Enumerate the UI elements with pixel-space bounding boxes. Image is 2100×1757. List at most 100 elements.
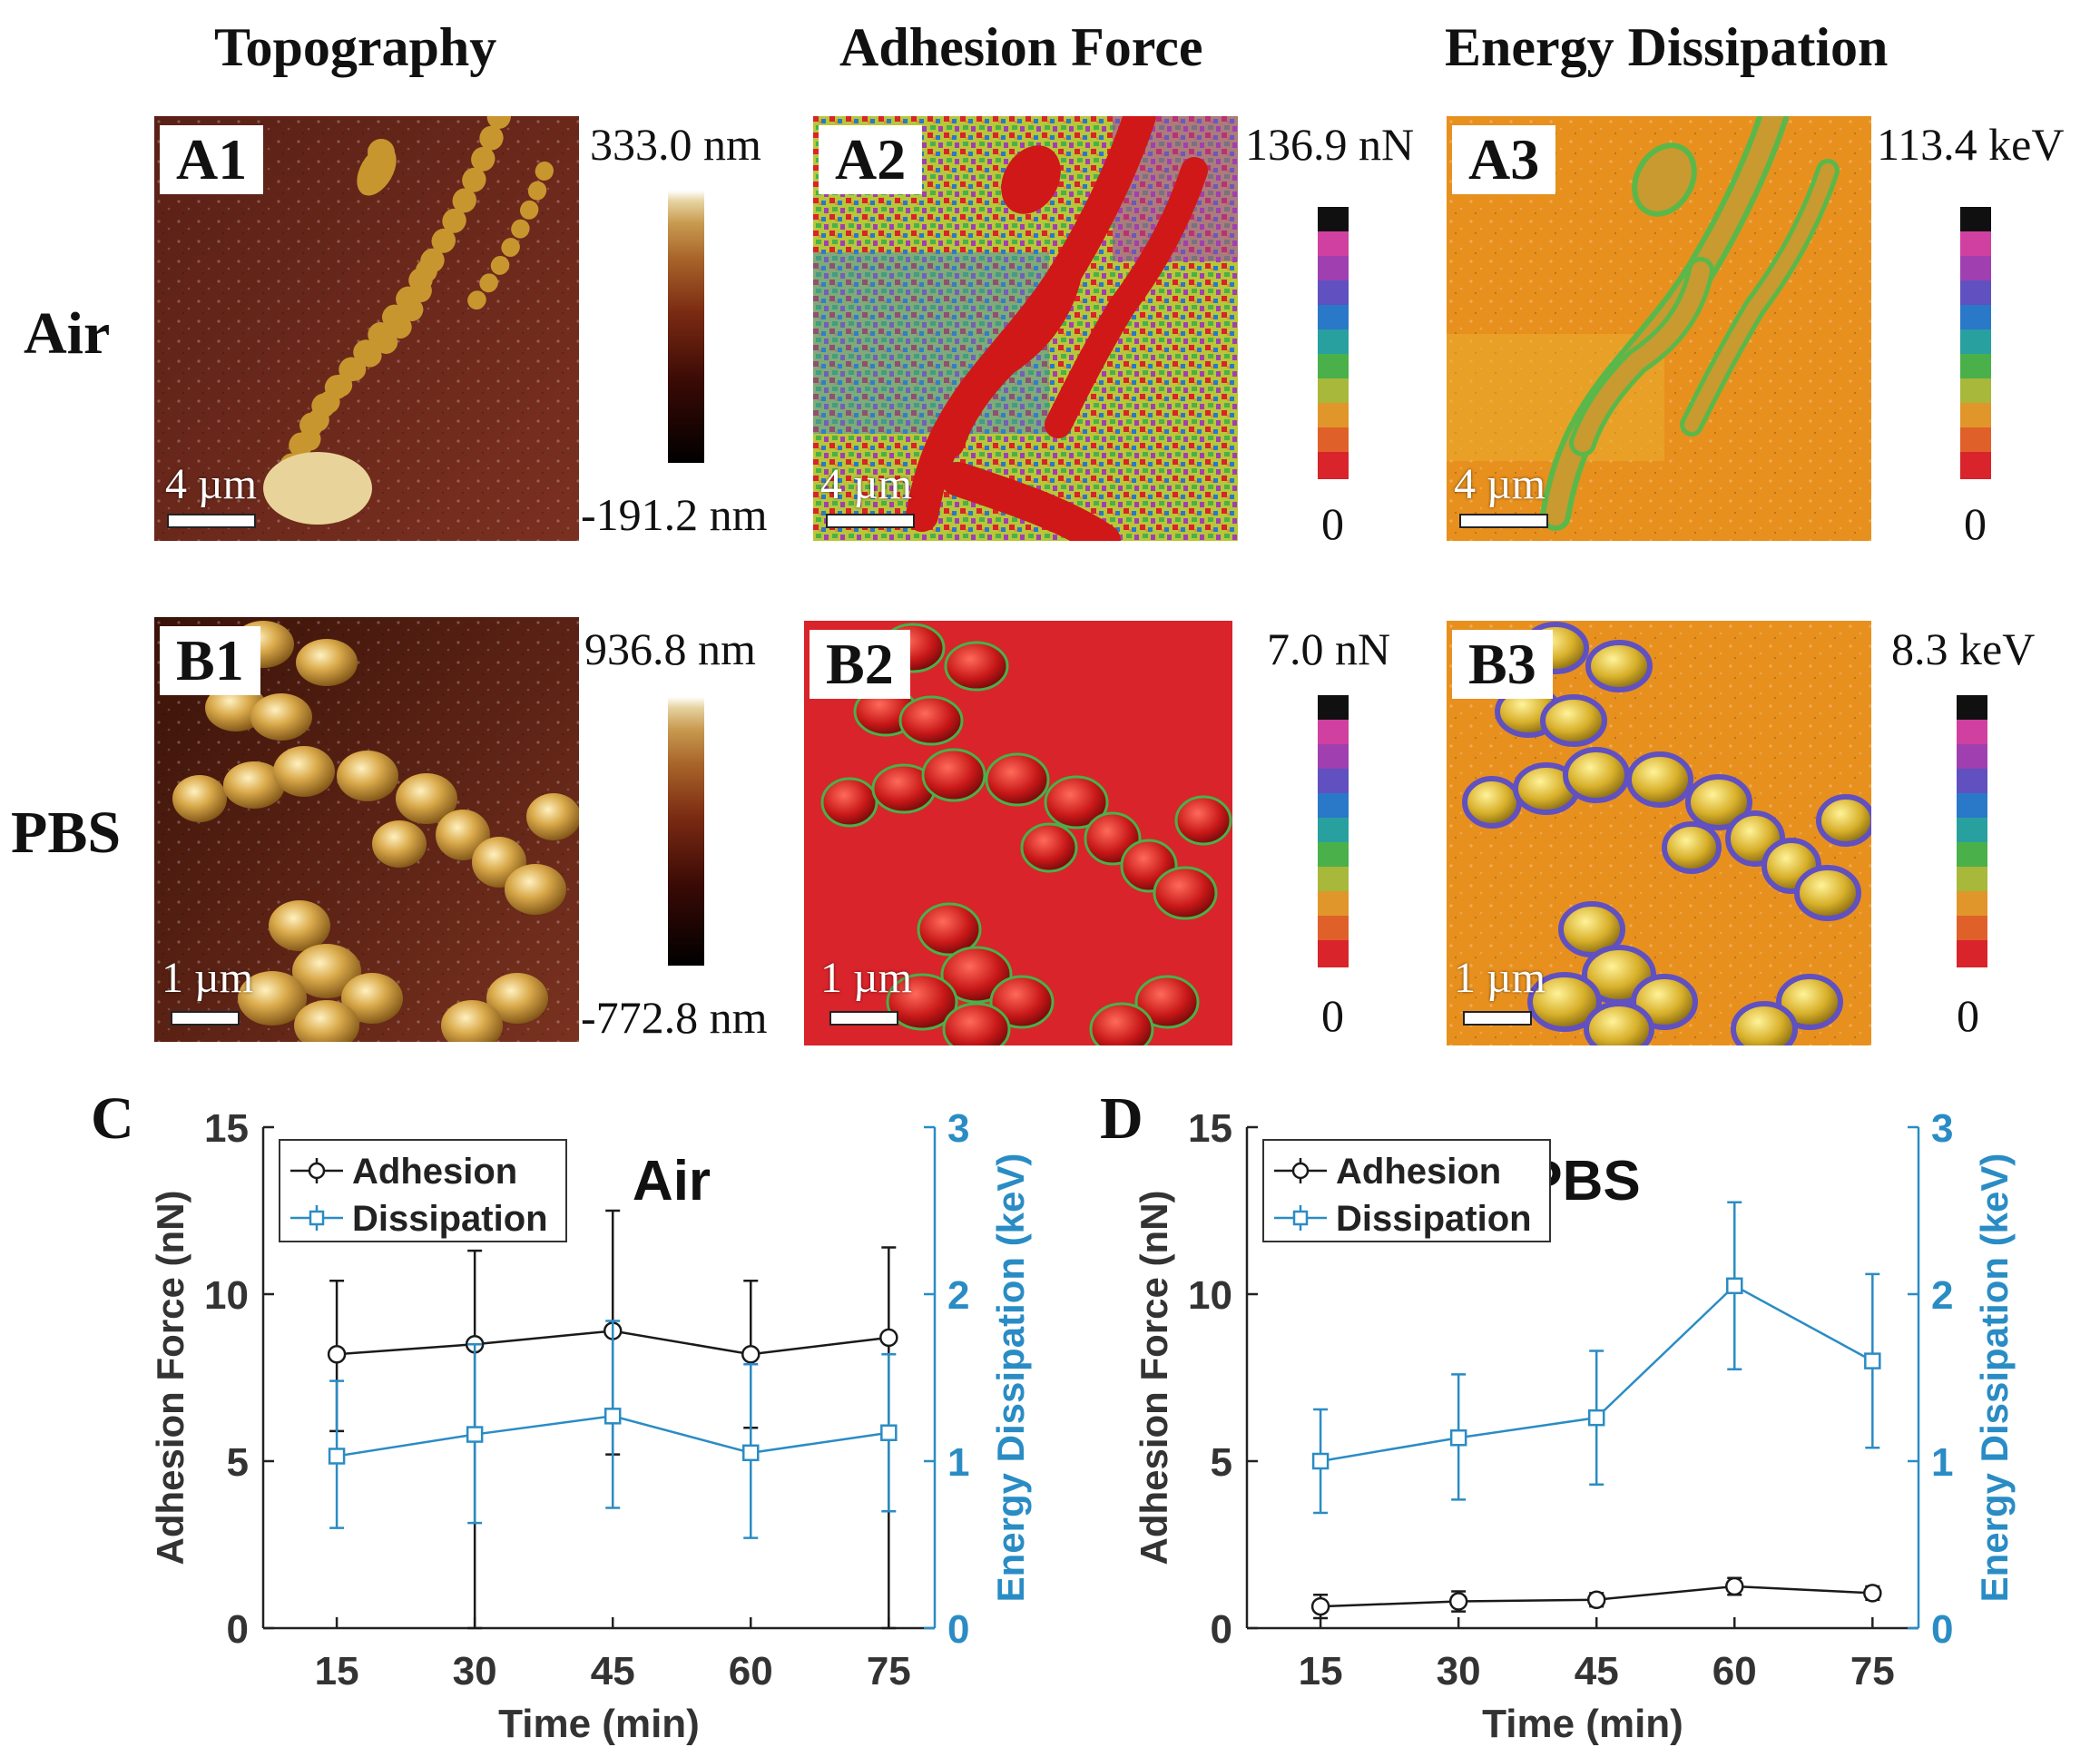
colorbar-max-a1: 333.0 nm [590, 119, 761, 170]
panel-b3-image: B3 1 µm [1447, 621, 1871, 1045]
y-tick-label-left-c: 15 [204, 1106, 249, 1151]
colorbar-max-a2: 136.9 nN [1245, 119, 1415, 170]
panel-label-a2: A2 [819, 125, 923, 194]
legend-marker-adhesion-d [1291, 1162, 1310, 1180]
panel-b1-image: B1 1 µm [154, 617, 579, 1042]
colorbar-b2 [1318, 695, 1349, 967]
panel-label-a1: A1 [160, 125, 264, 194]
adhesion-point-c [879, 1328, 898, 1348]
y-tick-label-left-d: 15 [1188, 1106, 1232, 1151]
colorbar-min-a2: 0 [1321, 498, 1344, 549]
colorbar-a1 [668, 191, 704, 463]
scale-bar-b3 [1463, 1011, 1532, 1026]
colorbar-max-b1: 936.8 nm [584, 623, 756, 674]
y-tick-label-right-c: 3 [947, 1106, 969, 1151]
y-tick-label-right-c: 2 [947, 1273, 969, 1318]
adhesion-point-c [327, 1344, 347, 1364]
panel-a2-image: A2 4 µm [813, 116, 1238, 541]
y-axis-label-right-d: Energy Dissipation (keV) [1973, 1153, 2016, 1603]
dissipation-point-d [1311, 1452, 1330, 1470]
y-tick-label-right-c: 0 [947, 1607, 969, 1652]
legend-label-dissipation-c: Dissipation [352, 1199, 548, 1239]
y-tick-label-right-c: 1 [947, 1440, 969, 1485]
panel-label-b3: B3 [1452, 630, 1553, 699]
x-tick-label-c: 75 [867, 1649, 911, 1693]
legend-box-d [1262, 1139, 1551, 1242]
y-axis-label-left-d: Adhesion Force (nN) [1133, 1190, 1175, 1565]
x-tick-label-d: 60 [1712, 1649, 1757, 1693]
chart-title-c: Air [633, 1150, 711, 1212]
legend-marker-adhesion-c [308, 1162, 326, 1180]
y-tick-label-left-d: 10 [1188, 1273, 1232, 1318]
adhesion-point-d [1863, 1584, 1882, 1603]
dissipation-point-c [742, 1444, 760, 1462]
scale-bar-b2 [829, 1011, 898, 1026]
dissipation-point-d [1864, 1352, 1881, 1369]
panel-label-c: C [91, 1085, 134, 1152]
x-tick-label-c: 15 [315, 1649, 359, 1693]
y-tick-label-right-d: 3 [1931, 1106, 1953, 1151]
panel-label-d: D [1100, 1085, 1143, 1152]
row-title-air: Air [24, 300, 111, 367]
colorbar-min-b3: 0 [1957, 990, 1979, 1041]
y-tick-label-left-d: 5 [1211, 1440, 1232, 1485]
adhesion-point-d [1725, 1576, 1744, 1596]
colorbar-min-a3: 0 [1964, 498, 1987, 549]
x-tick-label-d: 15 [1299, 1649, 1343, 1693]
scale-label-b3: 1 µm [1454, 954, 1546, 1002]
colorbar-b1 [668, 697, 704, 966]
column-title-topography: Topography [214, 17, 497, 77]
adhesion-point-d [1448, 1592, 1468, 1611]
panel-label-b1: B1 [160, 626, 260, 695]
colorbar-max-b2: 7.0 nN [1267, 623, 1391, 674]
scale-label-a1: 4 µm [165, 460, 257, 508]
legend-marker-dissipation-d [1292, 1210, 1309, 1226]
scale-bar-a3 [1459, 514, 1548, 528]
scale-label-b2: 1 µm [820, 954, 912, 1002]
colorbar-max-a3: 113.4 keV [1877, 119, 2065, 170]
x-axis-label-c: Time (min) [498, 1702, 700, 1746]
dissipation-point-c [604, 1408, 622, 1425]
x-tick-label-c: 30 [453, 1649, 497, 1693]
x-axis-label-d: Time (min) [1482, 1702, 1683, 1746]
legend-label-adhesion-d: Adhesion [1336, 1152, 1501, 1192]
column-title-energy-dissipation: Energy Dissipation [1445, 17, 1889, 77]
x-tick-label-d: 30 [1437, 1649, 1481, 1693]
y-tick-label-left-c: 10 [204, 1273, 249, 1318]
colorbar-a3 [1960, 207, 1991, 479]
scale-label-b1: 1 µm [162, 954, 253, 1002]
scale-bar-a2 [826, 514, 915, 528]
dissipation-point-c [466, 1426, 484, 1443]
panel-b2-image: B2 1 µm [804, 621, 1232, 1045]
x-tick-label-c: 45 [591, 1649, 635, 1693]
scale-label-a3: 4 µm [1454, 460, 1546, 508]
y-tick-label-left-c: 0 [227, 1607, 249, 1652]
legend-label-dissipation-d: Dissipation [1336, 1199, 1532, 1239]
colorbar-max-b3: 8.3 keV [1891, 623, 2036, 674]
panel-a3-image: A3 4 µm [1447, 116, 1871, 541]
adhesion-point-c [741, 1344, 761, 1364]
y-tick-label-right-d: 1 [1931, 1440, 1953, 1485]
legend-label-adhesion-c: Adhesion [352, 1152, 517, 1192]
y-tick-label-left-c: 5 [227, 1440, 249, 1485]
colorbar-min-b1: -772.8 nm [581, 992, 768, 1043]
dissipation-point-d [1587, 1409, 1605, 1427]
panel-label-b2: B2 [810, 630, 910, 699]
panel-label-a3: A3 [1452, 125, 1556, 194]
x-tick-label-c: 60 [729, 1649, 773, 1693]
y-tick-label-left-d: 0 [1211, 1607, 1232, 1652]
dissipation-point-d [1726, 1277, 1743, 1295]
scale-label-a2: 4 µm [820, 460, 912, 508]
colorbar-a2 [1318, 207, 1349, 479]
y-axis-label-right-c: Energy Dissipation (keV) [989, 1153, 1032, 1603]
y-tick-label-right-d: 0 [1931, 1607, 1953, 1652]
dissipation-point-c [880, 1424, 898, 1441]
x-tick-label-d: 75 [1850, 1649, 1895, 1693]
legend-box-c [279, 1139, 567, 1242]
column-title-adhesion-force: Adhesion Force [839, 17, 1203, 77]
legend-marker-dissipation-c [309, 1210, 325, 1226]
adhesion-point-d [1586, 1590, 1606, 1609]
x-tick-label-d: 45 [1575, 1649, 1619, 1693]
row-title-pbs: PBS [11, 800, 122, 866]
